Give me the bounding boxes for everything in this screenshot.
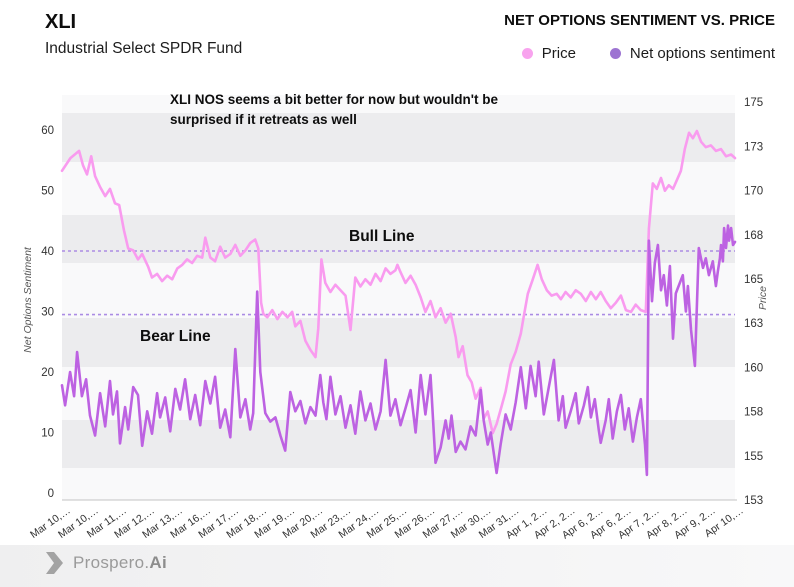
y-left-tick-label: 50 xyxy=(41,186,54,198)
legend-item-price[interactable]: Price xyxy=(521,45,576,62)
y-right-tick-label: 165 xyxy=(744,274,763,286)
y-right-tick-label: 175 xyxy=(744,97,763,109)
y-right-tick-label: 153 xyxy=(744,495,763,507)
y-right-tick-label: 160 xyxy=(744,362,763,374)
y-left-tick-label: 30 xyxy=(41,307,54,319)
footer-bar xyxy=(0,545,794,587)
logo-text-bold: Ai xyxy=(149,553,168,572)
y-left-axis-title: Net Options Sentiment xyxy=(22,246,34,353)
bull-line-label: Bull Line xyxy=(349,228,415,245)
y-right-tick-label: 155 xyxy=(744,451,763,463)
y-right-tick-label: 158 xyxy=(744,407,763,419)
y-left-tick-label: 60 xyxy=(41,125,54,137)
analyst-annotation: XLI NOS seems a bit better for now but w… xyxy=(170,90,498,131)
y-left-tick-label: 10 xyxy=(41,428,54,440)
ticker-symbol: XLI xyxy=(45,11,77,33)
zebra-band xyxy=(62,215,735,263)
annotation-line-2: surprised if it retreats as well xyxy=(170,112,357,128)
zebra-band xyxy=(62,318,735,367)
legend-price-label: Price xyxy=(541,45,576,62)
y-right-tick-label: 173 xyxy=(744,141,763,153)
y-right-tick-label: 163 xyxy=(744,318,763,330)
prospero-chevron-icon xyxy=(46,552,63,574)
logo-text-regular: Prospero. xyxy=(73,553,150,572)
sentiment-line xyxy=(60,224,737,477)
chart-legend: Price Net options sentiment xyxy=(521,45,775,62)
price-legend-dot-icon xyxy=(521,48,533,59)
price-line xyxy=(60,129,737,435)
zebra-band xyxy=(62,420,735,468)
y-left-tick-label: 40 xyxy=(41,246,54,258)
bear-line-label: Bear Line xyxy=(140,328,211,345)
fund-name: Industrial Select SPDR Fund xyxy=(45,40,243,57)
sentiment-legend-dot-icon xyxy=(609,48,621,59)
y-left-tick-label: 20 xyxy=(41,367,54,379)
y-right-tick-label: 168 xyxy=(744,230,763,242)
y-right-axis-title: Price xyxy=(757,286,769,310)
logo-text: Prospero.Ai xyxy=(73,553,167,573)
y-left-tick-label: 0 xyxy=(48,488,54,500)
y-right-tick-label: 170 xyxy=(744,186,763,198)
legend-sentiment-label: Net options sentiment xyxy=(629,45,775,62)
annotation-line-1: XLI NOS seems a bit better for now but w… xyxy=(170,92,498,107)
chart-title: NET OPTIONS SENTIMENT VS. PRICE xyxy=(504,12,775,29)
prospero-logo: Prospero.Ai xyxy=(44,551,167,575)
legend-item-sentiment[interactable]: Net options sentiment xyxy=(609,45,775,62)
zebra-band xyxy=(62,113,735,162)
